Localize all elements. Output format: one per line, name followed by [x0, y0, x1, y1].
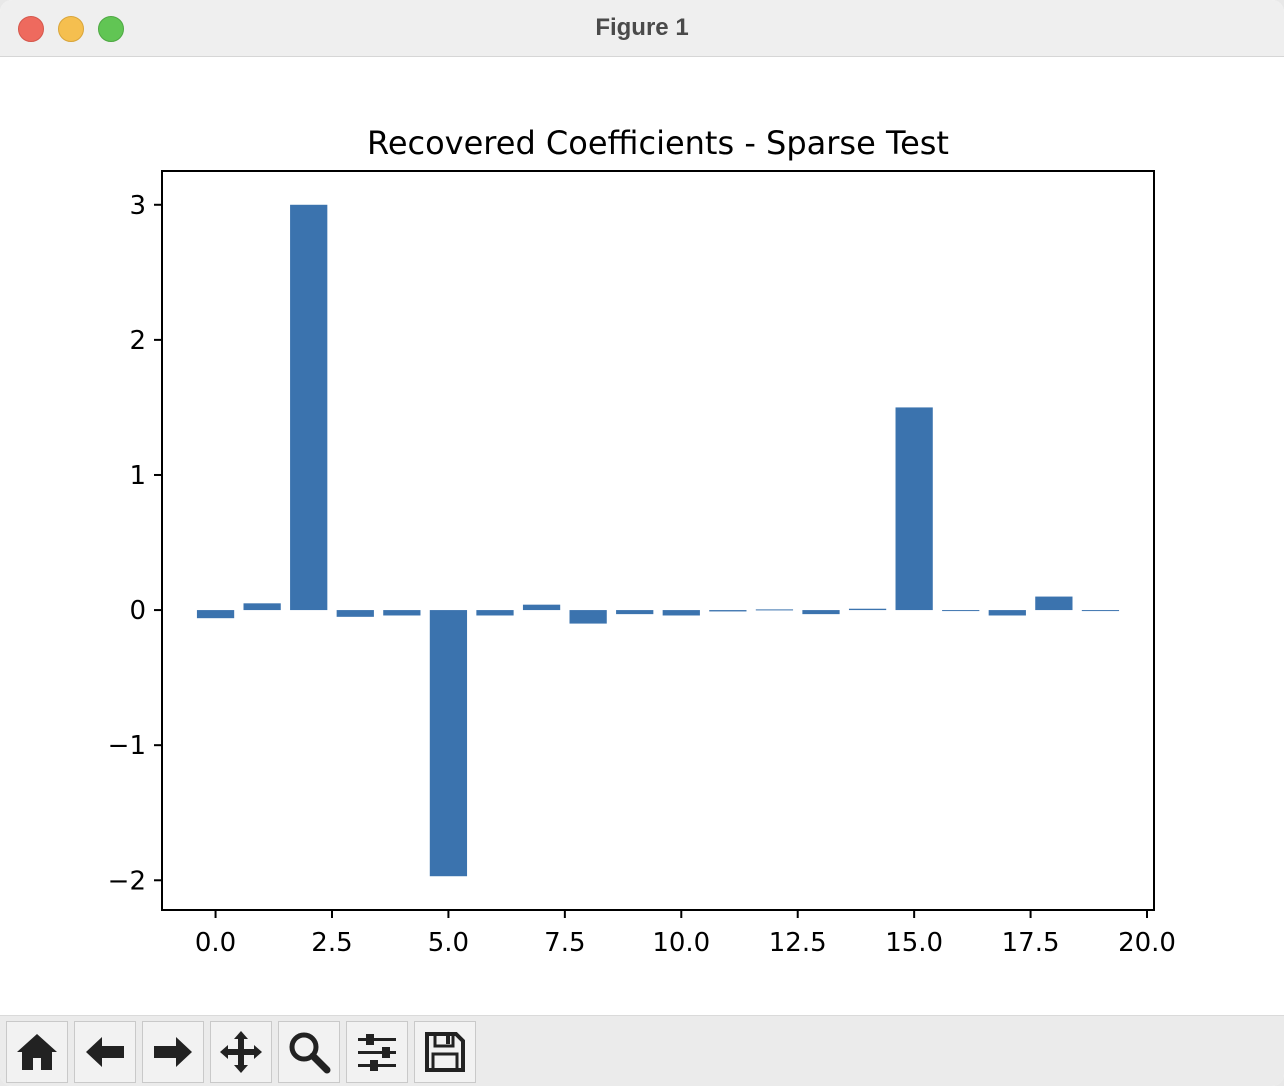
- y-tick-label: −2: [108, 866, 146, 896]
- bar-4: [383, 610, 421, 616]
- bar-14: [848, 608, 887, 611]
- bars-group: [196, 204, 1120, 877]
- window-title: Figure 1: [595, 14, 689, 41]
- bar-2: [290, 204, 328, 611]
- x-tick-label: 10.0: [652, 928, 710, 958]
- save-floppy-icon: [425, 1032, 465, 1072]
- chart-title: Recovered Coefficients - Sparse Test: [367, 124, 949, 162]
- bar-12: [755, 609, 794, 611]
- configure-subplots-button[interactable]: [346, 1021, 408, 1083]
- home-button[interactable]: [6, 1021, 68, 1083]
- bar-17: [988, 610, 1026, 616]
- y-tick-label: 0: [129, 596, 146, 626]
- bar-16: [942, 610, 980, 612]
- back-arrow-icon: [86, 1037, 124, 1067]
- bar-8: [569, 610, 607, 624]
- configure-sliders-icon: [358, 1034, 396, 1071]
- x-tick-label: 17.5: [1002, 928, 1060, 958]
- navigation-toolbar: [0, 1015, 1284, 1086]
- bar-11: [709, 610, 747, 612]
- x-tick-label: 15.0: [885, 928, 943, 958]
- maximize-window-button[interactable]: [98, 16, 124, 42]
- back-button[interactable]: [74, 1021, 136, 1083]
- x-tick-label: 2.5: [311, 928, 352, 958]
- x-tick-label: 20.0: [1118, 928, 1176, 958]
- bar-3: [336, 610, 374, 617]
- x-axis: 0.0 2.5 5.0 7.5 10.0 12.5 15.0 17.5 20.0: [195, 910, 1176, 958]
- save-button[interactable]: [414, 1021, 476, 1083]
- bar-19: [1081, 610, 1120, 612]
- forward-arrow-icon: [154, 1037, 192, 1067]
- zoom-button[interactable]: [278, 1021, 340, 1083]
- bar-18: [1035, 596, 1073, 611]
- close-window-button[interactable]: [18, 16, 44, 42]
- minimize-window-button[interactable]: [58, 16, 84, 42]
- x-tick-label: 5.0: [428, 928, 469, 958]
- y-tick-label: 3: [129, 191, 146, 221]
- bar-6: [476, 610, 514, 616]
- y-tick-label: 2: [129, 326, 146, 356]
- bar-chart: Recovered Coefficients - Sparse Test 0.0…: [108, 124, 1176, 958]
- bar-9: [616, 610, 654, 615]
- y-axis: −2 −1 0 1 2 3: [108, 191, 162, 896]
- home-icon: [17, 1034, 57, 1070]
- bar-13: [802, 610, 840, 615]
- zoom-magnifier-icon: [289, 1032, 331, 1074]
- x-tick-label: 0.0: [195, 928, 236, 958]
- y-tick-label: −1: [108, 731, 146, 761]
- bar-1: [243, 603, 281, 611]
- figure-canvas[interactable]: Recovered Coefficients - Sparse Test 0.0…: [0, 57, 1284, 1015]
- pan-move-icon: [220, 1031, 262, 1073]
- axes-frame: [161, 170, 1155, 911]
- bar-7: [522, 604, 561, 611]
- x-tick-label: 12.5: [769, 928, 827, 958]
- pan-button[interactable]: [210, 1021, 272, 1083]
- title-bar: Figure 1: [0, 0, 1284, 57]
- x-tick-label: 7.5: [544, 928, 585, 958]
- bar-5: [429, 610, 468, 877]
- bar-10: [662, 610, 700, 616]
- bar-15: [895, 407, 933, 611]
- forward-button[interactable]: [142, 1021, 204, 1083]
- y-tick-label: 1: [129, 461, 146, 491]
- bar-0: [196, 610, 235, 619]
